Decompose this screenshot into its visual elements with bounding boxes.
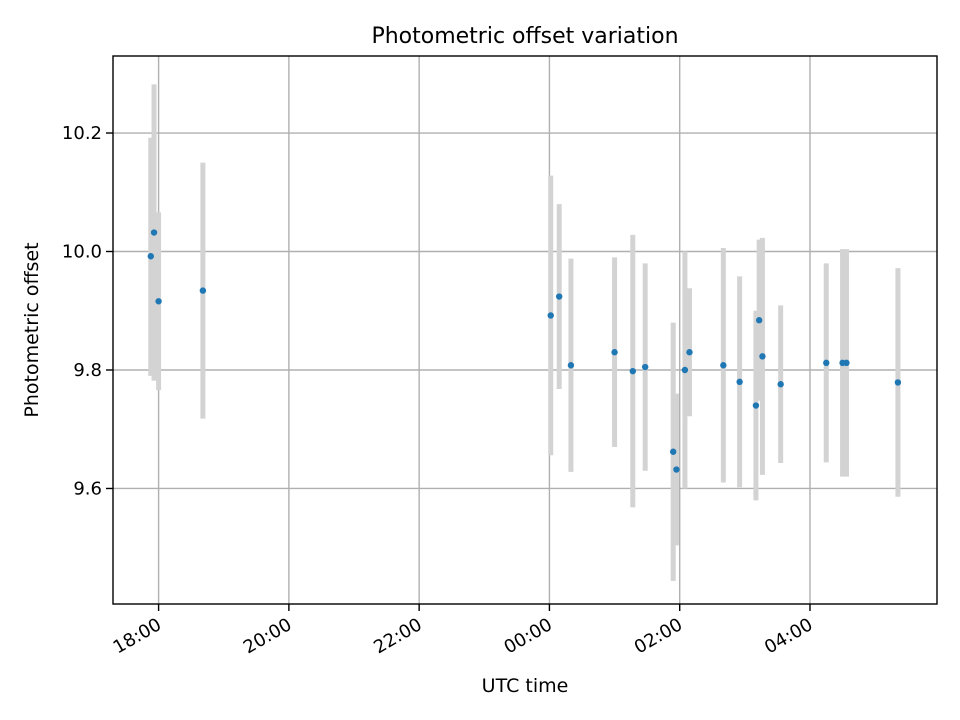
data-point <box>629 367 637 375</box>
data-point <box>843 359 850 367</box>
data-point <box>155 298 162 305</box>
data-point <box>752 402 760 409</box>
plot-area-frame <box>112 55 938 605</box>
chart-title: Photometric offset variation <box>371 24 678 49</box>
y-tick-label: 10.2 <box>62 123 102 144</box>
data-point <box>823 359 830 367</box>
data-point <box>894 379 902 386</box>
y-tick-label: 9.6 <box>73 478 102 499</box>
x-tick-label: 22:00 <box>370 614 425 658</box>
y-tick-label: 9.8 <box>73 360 102 381</box>
x-tick-label: 02:00 <box>631 614 686 658</box>
y-tick-label: 10.0 <box>62 242 102 263</box>
data-point <box>673 466 680 473</box>
data-points <box>147 229 902 473</box>
data-point <box>736 378 743 386</box>
data-point <box>611 349 618 356</box>
data-point <box>199 287 207 294</box>
data-point <box>567 362 575 369</box>
data-point <box>150 229 158 236</box>
error-bars <box>148 84 901 581</box>
data-point <box>777 381 784 388</box>
data-point <box>759 353 766 360</box>
data-point <box>669 448 677 455</box>
data-point <box>720 362 727 369</box>
x-tick-label: 04:00 <box>761 614 816 658</box>
x-tick-label: 00:00 <box>501 614 556 658</box>
x-tick-label: 18:00 <box>110 614 165 658</box>
data-point <box>555 293 563 300</box>
x-tick-label: 20:00 <box>240 614 295 658</box>
y-axis-ticks: 9.6 9.8 10.0 10.2 <box>62 123 113 499</box>
x-axis-ticks: 18:00 20:00 22:00 00:00 02:00 04:00 <box>110 604 816 658</box>
data-point <box>641 363 649 371</box>
data-point <box>681 366 689 374</box>
data-point <box>686 349 693 356</box>
data-point <box>147 253 154 260</box>
data-point <box>755 317 763 324</box>
x-axis-label: UTC time <box>482 675 569 697</box>
y-axis-label: Photometric offset <box>21 242 43 417</box>
data-point <box>547 312 554 319</box>
grid-lines <box>113 56 937 604</box>
